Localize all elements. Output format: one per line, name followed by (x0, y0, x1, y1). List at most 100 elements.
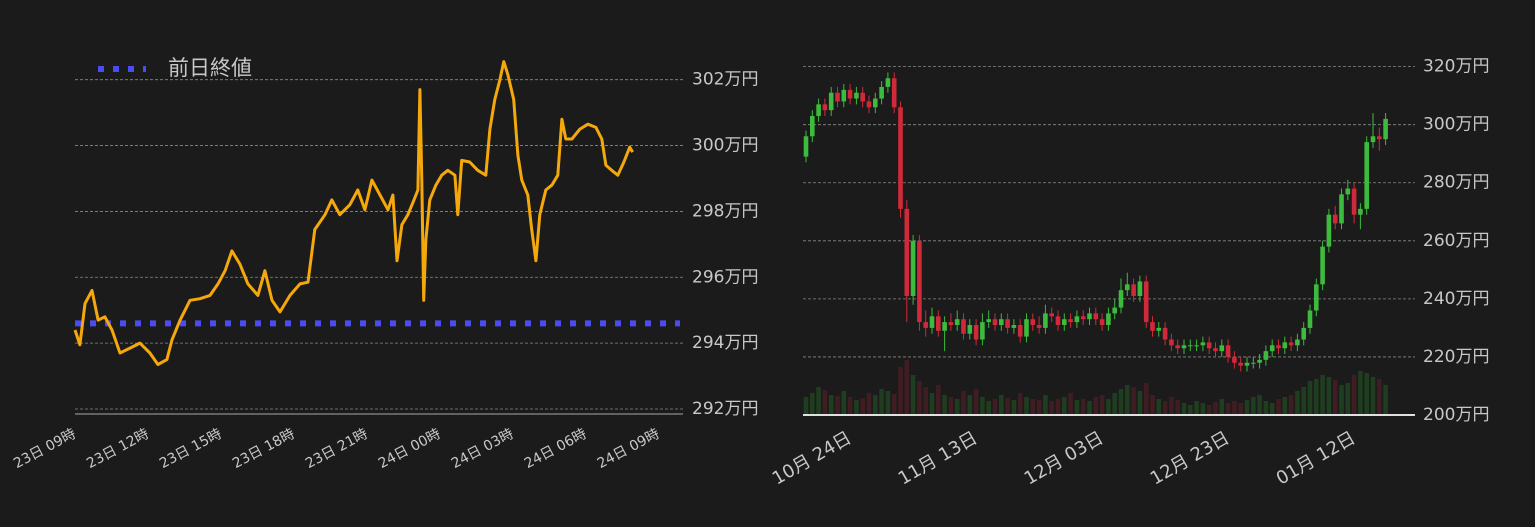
candle-body (936, 316, 941, 331)
y-tick-label: 280万円 (1423, 173, 1489, 193)
candle-body (980, 322, 985, 340)
volume-bar (879, 389, 884, 415)
volume-bar (1377, 379, 1382, 415)
candle-body (1225, 345, 1231, 357)
volume-bar (1263, 401, 1269, 415)
candle-body (803, 136, 809, 157)
candle-body (1036, 325, 1042, 328)
candle-body (854, 92, 859, 99)
candle-body (948, 322, 954, 325)
volume-bar (973, 389, 979, 415)
volume-bar (1099, 395, 1105, 415)
candle-body (1383, 118, 1388, 140)
candle-body (1080, 316, 1086, 320)
candle-body (1314, 284, 1319, 311)
y-tick-label: 298万円 (692, 201, 758, 221)
y-tick-label: 292万円 (692, 399, 758, 419)
candle-body (1162, 327, 1168, 340)
volume-bar (1068, 393, 1073, 415)
volume-bar (1200, 403, 1206, 415)
candle-body (1219, 345, 1225, 352)
volume-bar (1276, 399, 1281, 415)
volume-bar (1137, 391, 1143, 415)
volume-bar (1238, 403, 1243, 415)
volume-bar (1370, 377, 1376, 415)
volume-bar (1358, 371, 1363, 415)
volume-bar (1005, 398, 1010, 415)
volume-bar (1017, 393, 1023, 415)
candle-body (1131, 284, 1136, 296)
candle-body (1024, 319, 1029, 337)
candle-body (1106, 313, 1111, 325)
candle-body (1345, 188, 1351, 195)
candle-body (847, 89, 853, 99)
candle-body (1288, 342, 1294, 346)
volume-bar (1011, 400, 1017, 415)
volume-bar (1043, 395, 1048, 415)
candle-body (1276, 345, 1281, 349)
volume-bar (948, 397, 954, 415)
candle-body (1150, 322, 1155, 331)
candle-body (1295, 339, 1300, 346)
volume-bar (1295, 391, 1300, 415)
volume-bar (1257, 395, 1262, 415)
volume-bar (1181, 403, 1187, 415)
volume-bar (936, 385, 941, 415)
y-tick-label: 200万円 (1423, 405, 1489, 425)
candle-body (1156, 327, 1162, 331)
volume-bar (1156, 399, 1162, 415)
candle-body (1030, 319, 1036, 325)
volume-bar (954, 399, 960, 415)
volume-bar (1213, 402, 1218, 415)
candle-body (1251, 362, 1256, 364)
volume-bar (1080, 399, 1086, 415)
volume-bar (1093, 397, 1099, 415)
volume-bar (1112, 393, 1117, 415)
candle-body (1055, 316, 1061, 325)
volume-bar (810, 393, 815, 415)
y-tick-label: 296万円 (692, 267, 758, 287)
y-tick-label: 260万円 (1423, 231, 1489, 251)
volume-bar (1162, 401, 1168, 415)
volume-bar (961, 391, 966, 415)
volume-bar (1232, 401, 1237, 415)
candle-body (1339, 194, 1344, 224)
candle-body (1326, 214, 1332, 247)
volume-bar (1131, 387, 1136, 415)
volume-bar (986, 401, 991, 415)
candle-body (1011, 325, 1017, 328)
volume-bar (904, 360, 910, 415)
volume-bar (854, 400, 859, 415)
candle-body (1087, 313, 1092, 320)
volume-bar (1024, 397, 1029, 415)
candle-body (1049, 313, 1054, 317)
candle-body (986, 319, 991, 323)
volume-bar (1339, 385, 1344, 415)
candle-body (841, 89, 847, 102)
candle-body (866, 101, 872, 108)
volume-bar (1332, 380, 1338, 415)
volume-bar (1125, 385, 1130, 415)
volume-bar (847, 397, 853, 415)
candle-body (816, 104, 821, 116)
volume-bar (1150, 395, 1155, 415)
volume-bar (1118, 389, 1124, 415)
candle-body (898, 107, 903, 209)
y-tick-label: 294万円 (692, 333, 758, 353)
candle-body (923, 322, 928, 328)
candle-body (1232, 356, 1237, 363)
candle-body (835, 92, 840, 102)
volume-bar (1049, 401, 1054, 415)
candle-body (891, 78, 897, 108)
candle-body (1377, 136, 1382, 140)
volume-bar (1383, 385, 1388, 415)
legend-label: 前日終値 (168, 56, 252, 80)
volume-bar (822, 390, 828, 415)
candle-body (860, 92, 865, 102)
candle-body (1244, 362, 1250, 366)
candle-body (1005, 319, 1010, 328)
volume-bar (999, 395, 1004, 415)
volume-bar (980, 397, 985, 415)
volume-bar (1194, 401, 1199, 415)
